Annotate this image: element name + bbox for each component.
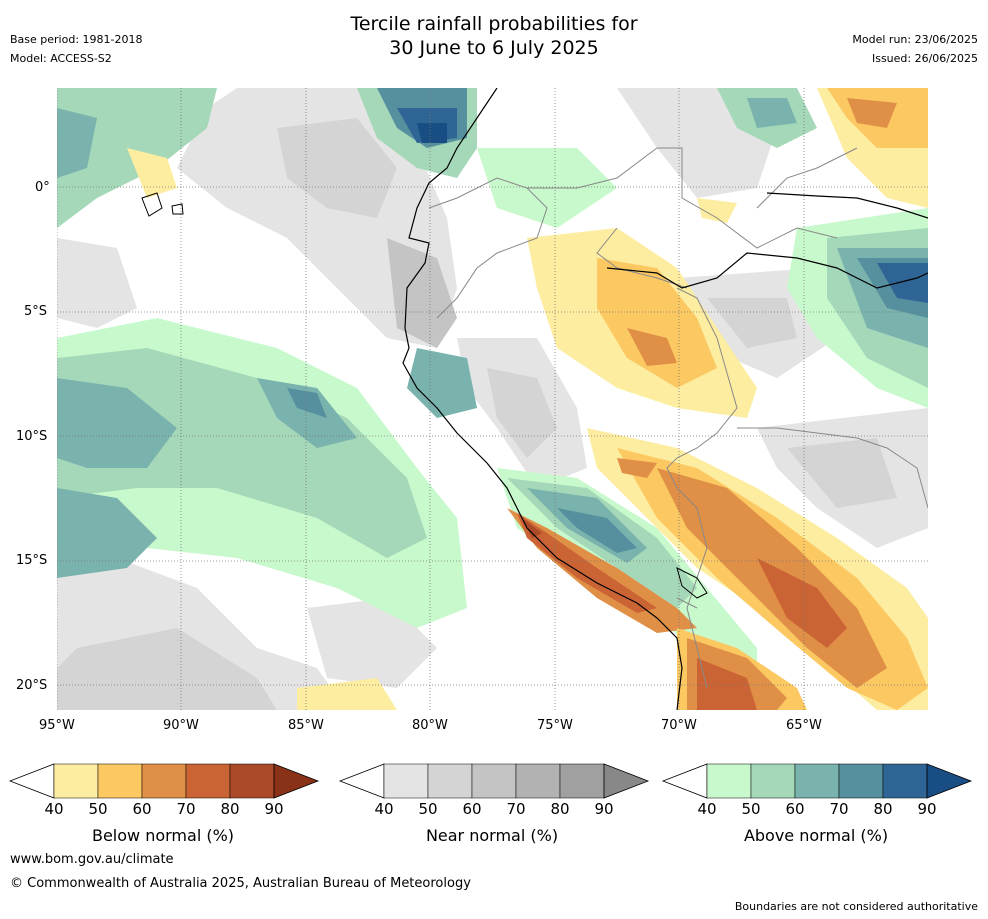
colorbar-tick-label: 80: [550, 800, 570, 818]
amazon-river: [606, 252, 928, 289]
near-normal-colorbar: [338, 763, 650, 799]
map-title: Tercile rainfall probabilities for 30 Ju…: [0, 12, 988, 60]
colorbar-tick-label: 70: [829, 800, 849, 818]
galapagos-islands: [141, 192, 184, 217]
colorbar-max-extension: [603, 763, 650, 799]
graticule: [57, 88, 928, 710]
colorbar-tick-label: 70: [176, 800, 196, 818]
amazon-river-north: [766, 192, 928, 219]
boundaries-disclaimer: Boundaries are not considered authoritat…: [734, 900, 978, 913]
above-normal-regions: [57, 88, 928, 688]
colorbar-segment: [141, 763, 187, 799]
x-tick-85w: 85°W: [288, 718, 324, 733]
base-period: Base period: 1981-2018: [10, 33, 143, 46]
x-tick-90w: 90°W: [163, 718, 199, 733]
footer-url: www.bom.gov.au/climate: [10, 852, 174, 867]
colorbar-segment: [97, 763, 143, 799]
country-borders: [428, 147, 928, 689]
map-title-line1: Tercile rainfall probabilities for: [350, 13, 638, 35]
colorbar-min-extension: [8, 763, 55, 799]
colorbar-tick-label: 60: [785, 800, 805, 818]
y-tick-15s: 15°S: [16, 553, 48, 568]
colorbar-segment: [229, 763, 275, 799]
colorbar-tick-label: 80: [220, 800, 240, 818]
above-normal-colorbar: [661, 763, 973, 799]
colorbar-segment: [515, 763, 561, 799]
colorbar-tick-label: 40: [697, 800, 717, 818]
colorbar-segment: [838, 763, 884, 799]
y-tick-20s: 20°S: [16, 678, 48, 693]
colorbar-min-extension: [338, 763, 385, 799]
colorbar-segment: [471, 763, 517, 799]
colorbar-segment: [559, 763, 605, 799]
x-tick-65w: 65°W: [786, 718, 822, 733]
colorbar-tick-label: 40: [374, 800, 394, 818]
y-tick-5s: 5°S: [24, 304, 48, 319]
colorbar-segment: [427, 763, 473, 799]
below-normal-colorbar: [8, 763, 320, 799]
coastline: [402, 88, 683, 710]
above-normal-label: Above normal (%): [743, 826, 889, 845]
colorbar-tick-label: 40: [44, 800, 64, 818]
x-tick-70w: 70°W: [661, 718, 697, 733]
colorbar-tick-label: 90: [264, 800, 284, 818]
colorbar-segment: [706, 763, 752, 799]
y-tick-10s: 10°S: [16, 429, 48, 444]
lake-titicaca: [676, 567, 708, 599]
rainfall-probability-map: [57, 88, 928, 710]
model-run: Model run: 23/06/2025: [852, 33, 978, 46]
y-tick-0: 0°: [35, 180, 50, 195]
colorbar-tick-label: 90: [917, 800, 937, 818]
colorbar-min-extension: [661, 763, 708, 799]
colorbar-segment: [383, 763, 429, 799]
model-name: Model: ACCESS-S2: [10, 52, 112, 65]
footer-copyright: © Commonwealth of Australia 2025, Austra…: [10, 876, 471, 891]
colorbar-segment: [750, 763, 796, 799]
colorbar-tick-label: 90: [594, 800, 614, 818]
colorbar-segment: [185, 763, 231, 799]
issued-date: Issued: 26/06/2025: [871, 52, 978, 65]
colorbar-tick-label: 80: [873, 800, 893, 818]
below-normal-label: Below normal (%): [91, 826, 235, 845]
near-normal-label: Near normal (%): [425, 826, 559, 845]
colorbar-tick-label: 60: [462, 800, 482, 818]
colorbar-tick-label: 50: [88, 800, 108, 818]
x-tick-75w: 75°W: [537, 718, 573, 733]
colorbar-max-extension: [926, 763, 973, 799]
map-title-line2: 30 June to 6 July 2025: [389, 37, 599, 59]
colorbar-segment: [882, 763, 928, 799]
colorbar-tick-label: 50: [418, 800, 438, 818]
colorbar-tick-label: 60: [132, 800, 152, 818]
colorbar-segment: [53, 763, 99, 799]
colorbar-tick-label: 50: [741, 800, 761, 818]
colorbars: [8, 763, 973, 799]
x-tick-95w: 95°W: [39, 718, 75, 733]
colorbar-tick-label: 70: [506, 800, 526, 818]
below-normal-regions: [127, 88, 928, 710]
colorbar-segment: [794, 763, 840, 799]
colorbar-max-extension: [273, 763, 320, 799]
x-tick-80w: 80°W: [412, 718, 448, 733]
